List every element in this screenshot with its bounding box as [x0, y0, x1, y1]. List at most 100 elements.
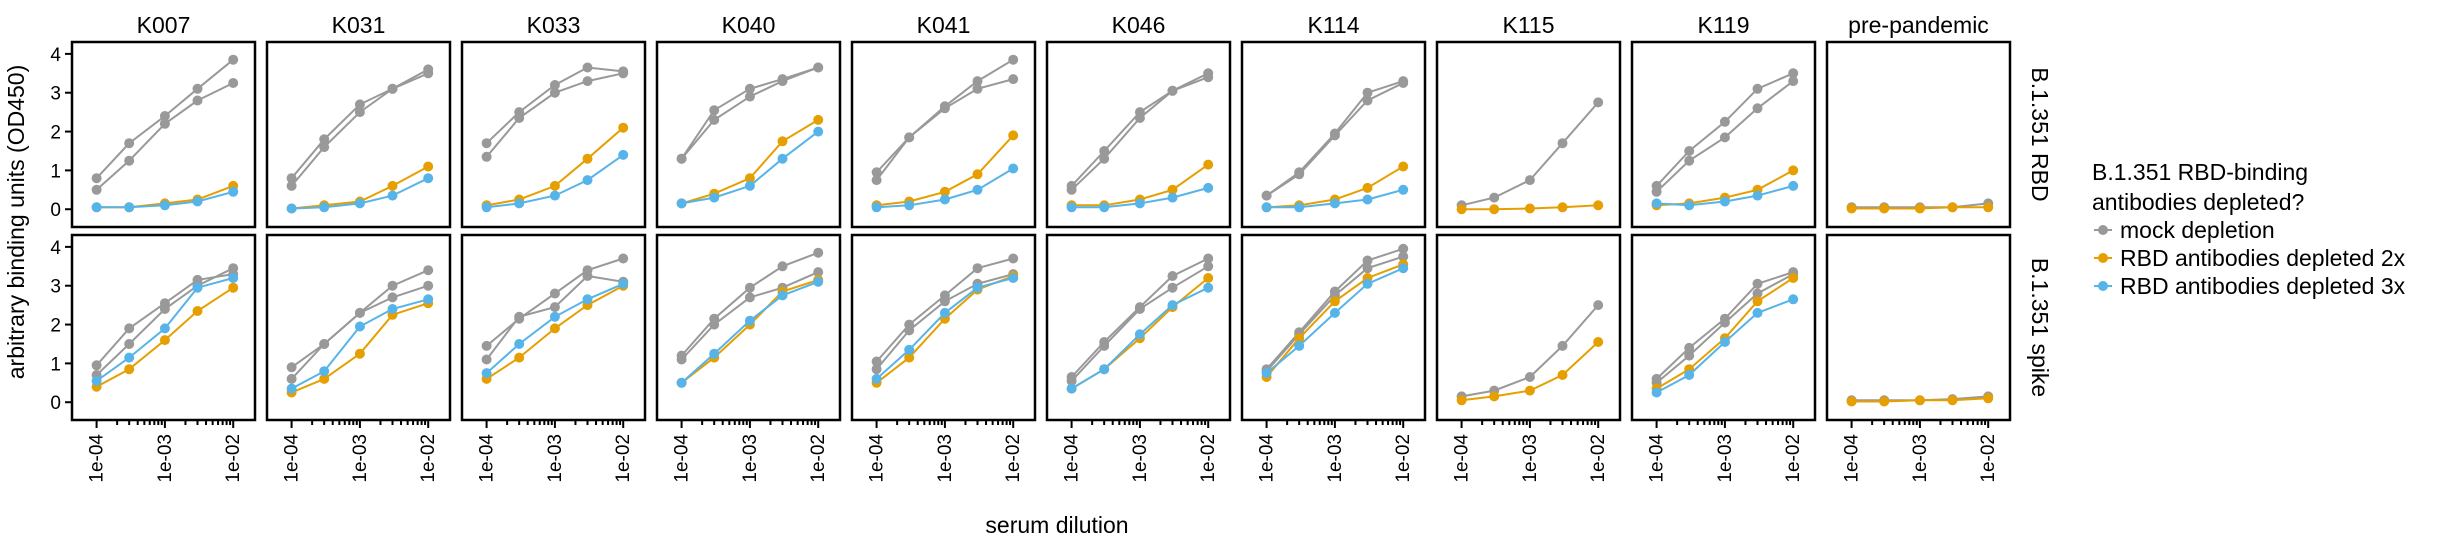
data-point — [777, 261, 788, 272]
panel-frame — [1630, 233, 1817, 422]
data-point — [1719, 116, 1730, 127]
panel-frame — [70, 233, 257, 422]
legend-entry: RBD antibodies depleted 3x — [2094, 273, 2406, 299]
data-point — [192, 282, 203, 293]
data-point — [1651, 186, 1662, 197]
data-point — [1167, 85, 1178, 96]
data-point — [228, 78, 239, 88]
data-point — [1203, 182, 1214, 193]
data-point — [582, 294, 593, 305]
data-point — [744, 282, 755, 293]
data-point — [1398, 184, 1409, 195]
data-point — [618, 122, 629, 133]
data-point — [709, 114, 720, 125]
data-point — [124, 138, 135, 149]
data-point — [1489, 391, 1500, 402]
x-tick-label: 1e-02 — [1978, 434, 1999, 483]
data-point — [1456, 395, 1467, 406]
data-point — [124, 155, 135, 166]
data-point — [286, 180, 297, 191]
panel-frame — [1630, 40, 1817, 229]
legend-swatch-point — [2098, 225, 2108, 235]
data-point — [1752, 307, 1763, 318]
data-point — [972, 83, 983, 94]
y-tick-label: 4 — [50, 45, 61, 66]
column-title-K046: K046 — [1112, 12, 1166, 38]
column-title-K031: K031 — [332, 12, 386, 38]
data-point — [1167, 184, 1178, 195]
data-point — [1879, 396, 1890, 407]
data-point — [1752, 278, 1763, 289]
legend-entry: mock depletion — [2094, 217, 2275, 243]
data-point — [1398, 78, 1409, 88]
x-tick-label: 1e-02 — [1393, 434, 1414, 483]
data-point — [423, 68, 434, 79]
data-point — [1261, 190, 1272, 201]
data-point — [676, 153, 687, 164]
panel-frame — [1825, 233, 2012, 422]
data-point — [354, 348, 365, 359]
x-tick-label: 1e-03 — [350, 434, 371, 483]
data-point — [1914, 203, 1925, 214]
x-tick-label: 1e-02 — [418, 434, 439, 483]
series-line — [290, 72, 429, 187]
data-point — [1134, 329, 1145, 340]
data-point — [481, 202, 492, 213]
data-point — [1684, 350, 1695, 361]
data-point — [1398, 263, 1409, 274]
series-line — [290, 284, 429, 380]
panel-rbd-K041 — [850, 40, 1037, 229]
data-point — [582, 62, 593, 73]
data-point — [1203, 261, 1214, 272]
x-tick-label: 1e-02 — [1783, 434, 1804, 483]
data-point — [192, 306, 203, 316]
data-point — [387, 190, 398, 201]
legend-title-line2: antibodies depleted? — [2092, 189, 2304, 215]
data-point — [286, 362, 297, 373]
data-point — [1329, 198, 1340, 209]
data-point — [1524, 203, 1535, 214]
column-title-K033: K033 — [527, 12, 581, 38]
data-point — [1099, 202, 1110, 213]
data-point — [159, 304, 170, 314]
data-point — [387, 292, 398, 303]
data-point — [124, 352, 135, 363]
data-point — [1203, 159, 1214, 170]
series-line — [95, 273, 234, 366]
x-tick-label: 1e-02 — [1003, 434, 1024, 483]
data-point — [676, 377, 687, 388]
data-point — [514, 311, 525, 322]
y-tick-label: 2 — [50, 316, 61, 337]
data-point — [939, 296, 950, 307]
data-point — [549, 190, 560, 201]
data-point — [319, 339, 330, 349]
series-line — [1461, 304, 1599, 398]
data-point — [1788, 180, 1799, 191]
x-tick-label: 1e-03 — [1520, 434, 1541, 483]
series-line — [680, 251, 819, 357]
legend-title-line1: B.1.351 RBD-binding — [2092, 159, 2308, 185]
data-point — [904, 200, 915, 211]
data-point — [618, 278, 629, 289]
data-point — [192, 196, 203, 207]
data-point — [1684, 155, 1695, 166]
data-point — [549, 311, 560, 322]
column-title-pre-pandemic: pre-pandemic — [1848, 12, 1989, 38]
x-tick-label: 1e-04 — [1257, 434, 1278, 483]
data-point — [744, 292, 755, 303]
data-point — [1167, 271, 1178, 281]
legend-swatch-point — [2098, 281, 2108, 291]
data-point — [1557, 370, 1568, 380]
data-point — [387, 180, 398, 191]
data-point — [354, 321, 365, 332]
data-point — [1788, 273, 1799, 283]
column-title-K007: K007 — [137, 12, 191, 38]
panel-frame — [1045, 233, 1232, 422]
data-point — [549, 87, 560, 98]
data-point — [972, 169, 983, 180]
data-point — [1398, 251, 1409, 262]
data-point — [1294, 169, 1305, 180]
data-point — [1203, 282, 1214, 293]
data-point — [871, 167, 882, 178]
